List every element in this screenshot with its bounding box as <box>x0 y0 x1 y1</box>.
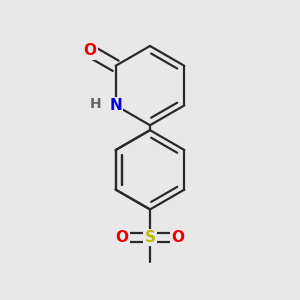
Text: O: O <box>116 230 128 245</box>
Text: N: N <box>109 98 122 113</box>
Text: S: S <box>145 230 155 245</box>
Text: H: H <box>90 97 102 111</box>
Text: O: O <box>83 44 96 59</box>
Text: O: O <box>172 230 184 245</box>
